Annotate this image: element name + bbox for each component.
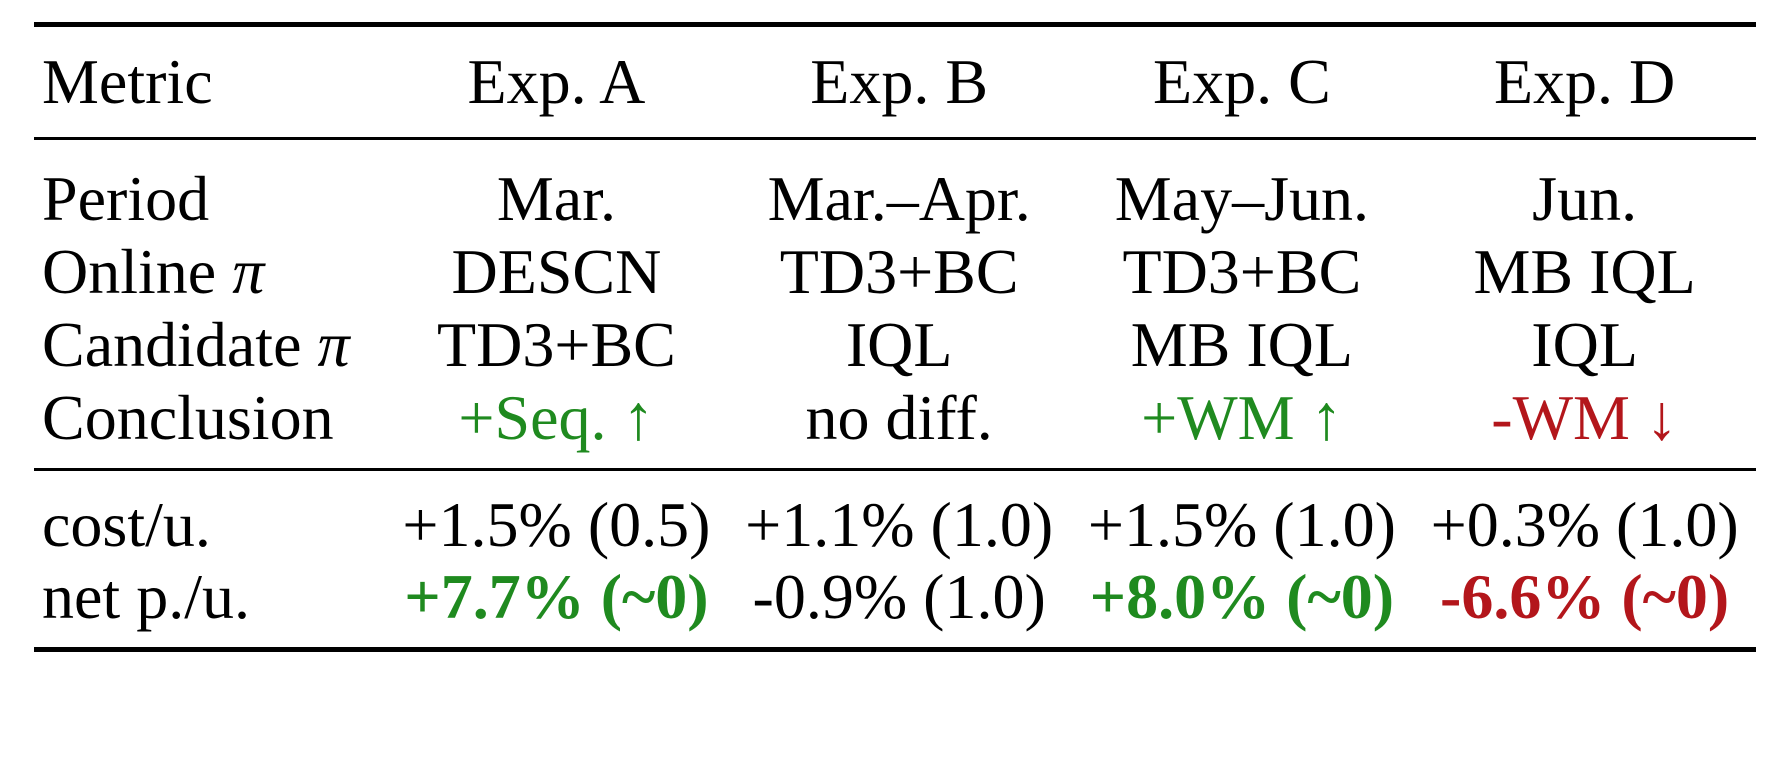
column-header-metric: Metric [42,46,213,117]
column-header-exp-c: Exp. C [1152,46,1331,117]
pi-symbol: π [317,308,350,380]
cell-conclusion-exp-c: +WM ↑ [1141,381,1343,453]
table-row-period: Period Mar. Mar.–Apr. May–Jun. Jun. [34,138,1756,236]
row-label-candidate-text: Candidate [42,308,302,380]
row-label-net-profit-per-unit: net p./u. [42,561,250,632]
row-label-cost-per-unit: cost/u. [42,489,211,560]
cell-online-exp-b: TD3+BC [779,235,1019,307]
table-row-conclusion: Conclusion +Seq. ↑ no diff. +WM ↑ -WM ↓ [34,381,1756,470]
results-table-container: Metric Exp. A Exp. B Exp. C Exp. D Perio… [34,22,1756,652]
pi-symbol: π [232,235,265,307]
cell-period-exp-b: Mar.–Apr. [767,162,1031,234]
cell-conclusion-exp-d: -WM ↓ [1491,381,1678,453]
cell-period-exp-a: Mar. [496,162,616,234]
row-label-period: Period [42,162,210,234]
cell-cost-exp-b: +1.1% (1.0) [745,489,1054,560]
experiment-results-table: Metric Exp. A Exp. B Exp. C Exp. D Perio… [34,22,1756,652]
cell-cost-exp-c: +1.5% (1.0) [1087,489,1396,560]
cell-candidate-exp-c: MB IQL [1130,308,1353,380]
cell-online-exp-d: MB IQL [1473,235,1696,307]
table-row-net-profit-per-unit: net p./u. +7.7% (~0) -0.9% (1.0) +8.0% (… [34,561,1756,650]
cell-online-exp-c: TD3+BC [1122,235,1362,307]
row-label-candidate-policy: Candidate π [34,308,385,381]
cell-online-exp-a: DESCN [451,235,662,307]
column-header-exp-d: Exp. D [1493,46,1676,117]
cell-period-exp-d: Jun. [1532,162,1638,234]
cell-net-profit-exp-c: +8.0% (~0) [1089,561,1395,632]
cell-period-exp-c: May–Jun. [1114,162,1369,234]
cell-cost-exp-d: +0.3% (1.0) [1430,489,1739,560]
table-row-cost-per-unit: cost/u. +1.5% (0.5) +1.1% (1.0) +1.5% (1… [34,469,1756,562]
row-label-conclusion: Conclusion [42,381,334,453]
cell-candidate-exp-a: TD3+BC [437,308,676,380]
row-label-online-policy: Online π [34,235,385,308]
row-label-online-text: Online [42,235,217,307]
table-row-candidate-policy: Candidate π TD3+BC IQL MB IQL IQL [34,308,1756,381]
cell-net-profit-exp-a: +7.7% (~0) [404,561,709,632]
cell-net-profit-exp-b: -0.9% (1.0) [752,561,1046,632]
cell-conclusion-exp-b: no diff. [805,381,993,453]
table-row-online-policy: Online π DESCN TD3+BC TD3+BC MB IQL [34,235,1756,308]
table-header-row: Metric Exp. A Exp. B Exp. C Exp. D [34,24,1756,139]
cell-net-profit-exp-d: -6.6% (~0) [1440,561,1730,632]
column-header-exp-b: Exp. B [810,46,989,117]
cell-candidate-exp-b: IQL [845,308,953,380]
cell-candidate-exp-d: IQL [1531,308,1638,380]
cell-conclusion-exp-a: +Seq. ↑ [458,381,655,453]
column-header-exp-a: Exp. A [467,46,646,117]
cell-cost-exp-a: +1.5% (0.5) [402,489,711,560]
